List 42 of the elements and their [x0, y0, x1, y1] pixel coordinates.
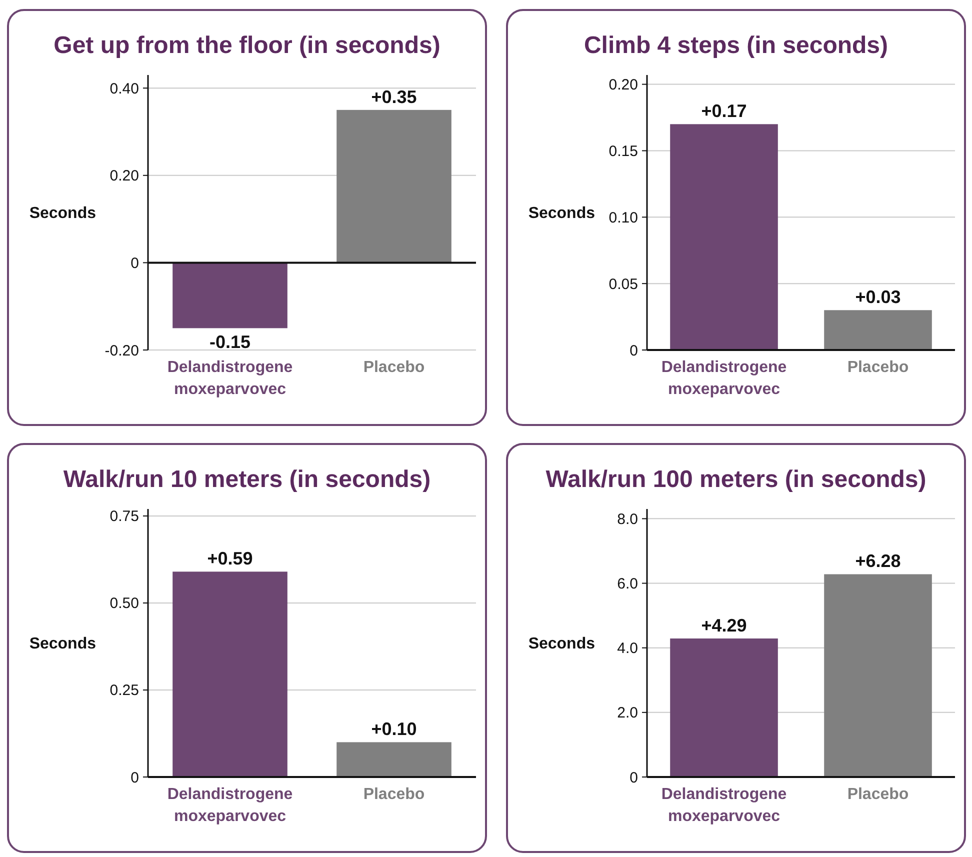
y-tick-label: 0.10 — [608, 209, 638, 226]
y-tick-label: 0 — [630, 769, 638, 786]
y-tick-label: 0.50 — [110, 595, 139, 612]
data-label: +0.35 — [371, 86, 417, 107]
y-tick-label: 0 — [130, 254, 139, 272]
y-tick-label: -0.20 — [104, 342, 139, 360]
y-tick-label: 0.15 — [608, 142, 638, 160]
chart-title: Get up from the floor (in seconds) — [54, 32, 440, 59]
chart-title: Walk/run 100 meters (in seconds) — [546, 466, 926, 493]
data-label: +0.10 — [371, 719, 417, 740]
y-tick-label: 6.0 — [617, 576, 638, 593]
y-tick-label: 8.0 — [617, 510, 638, 528]
y-tick-label: 0 — [130, 769, 139, 786]
x-tick-label: Placebo — [363, 359, 425, 376]
y-tick-label: 0.40 — [110, 80, 139, 98]
y-tick-label: 0.75 — [110, 508, 139, 526]
y-tick-label: 0.20 — [110, 168, 139, 185]
x-tick-label: Delandistrogene moxeparvovec — [167, 786, 293, 825]
data-label: +0.03 — [855, 287, 901, 308]
y-tick-label: 0.20 — [608, 76, 638, 94]
x-tick-label: Delandistrogene moxeparvovec — [167, 359, 293, 398]
x-tick-label: Placebo — [363, 786, 425, 803]
data-label: -0.15 — [209, 332, 251, 352]
y-axis-title: Seconds — [528, 205, 596, 222]
y-tick-label: 0 — [630, 342, 638, 360]
y-axis-title: Seconds — [29, 205, 96, 222]
x-tick-label: Placebo — [847, 359, 909, 376]
y-tick-label: 0.25 — [110, 682, 139, 700]
x-tick-label: Delandistrogene moxeparvovec — [661, 359, 787, 398]
x-tick-label: Delandistrogene moxeparvovec — [661, 786, 787, 825]
chart-title: Walk/run 10 meters (in seconds) — [63, 466, 431, 493]
data-label: +4.29 — [701, 615, 747, 636]
y-tick-label: 4.0 — [617, 640, 638, 658]
y-tick-label: 0.05 — [608, 276, 638, 293]
data-label: +0.17 — [701, 101, 747, 122]
data-label: +6.28 — [855, 551, 901, 572]
chart-title: Climb 4 steps (in seconds) — [584, 32, 888, 59]
x-tick-label: Placebo — [847, 786, 909, 803]
y-axis-title: Seconds — [29, 636, 96, 653]
data-label: +0.59 — [207, 548, 253, 569]
y-axis-title: Seconds — [528, 636, 596, 653]
y-tick-label: 2.0 — [617, 704, 638, 722]
